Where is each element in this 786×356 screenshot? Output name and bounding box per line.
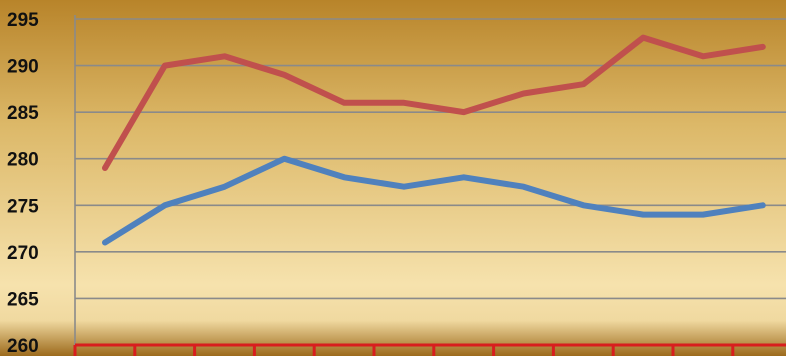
y-tick-label: 260 xyxy=(7,336,39,356)
y-tick-label: 275 xyxy=(7,196,39,217)
y-tick-label: 280 xyxy=(7,150,39,171)
y-tick-labels: 260 265 270 275 280 285 290 295 xyxy=(7,10,39,356)
y-tick-label: 270 xyxy=(7,243,39,264)
series-line-1 xyxy=(102,34,766,171)
series-line-2 xyxy=(102,155,766,246)
gridlines xyxy=(75,18,786,300)
y-tick-label: 265 xyxy=(7,289,39,310)
axes xyxy=(73,15,786,356)
series-lines xyxy=(102,34,766,246)
y-tick-label: 290 xyxy=(7,57,39,78)
y-tick-label: 285 xyxy=(7,103,39,124)
y-tick-label: 295 xyxy=(7,10,39,31)
